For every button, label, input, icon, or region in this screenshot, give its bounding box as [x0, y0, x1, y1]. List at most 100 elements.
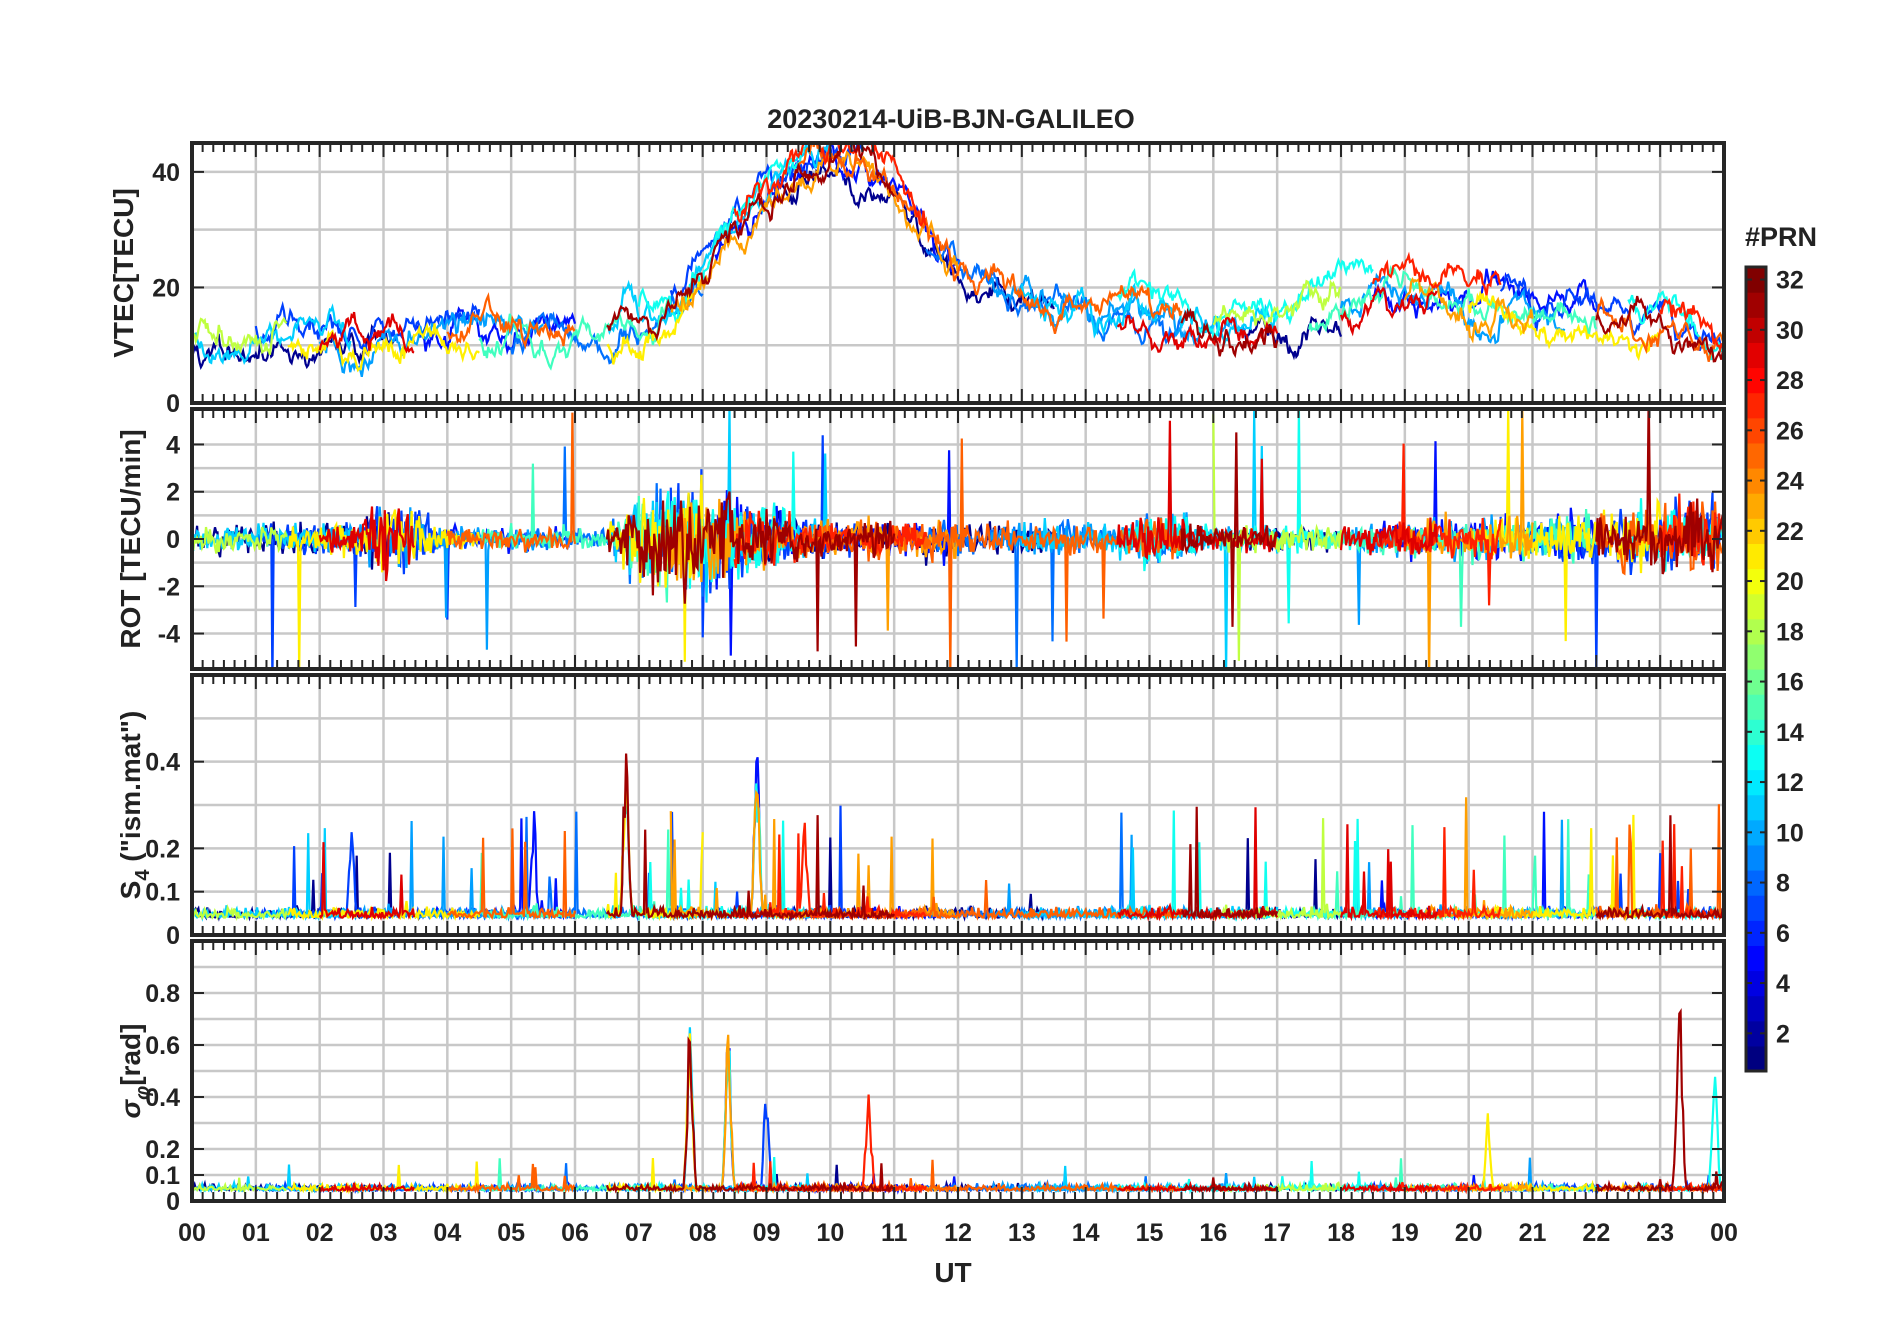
- y-tick-label: 20: [152, 274, 180, 302]
- series-line-prn-29: [318, 842, 416, 921]
- colorbar-tick-label: 6: [1776, 920, 1790, 948]
- x-tick-label: 19: [1391, 1219, 1419, 1247]
- series-line-prn-31: [605, 753, 896, 922]
- y-tick-label: 0.6: [145, 1032, 180, 1060]
- series-line-prn-27: [1659, 297, 1724, 354]
- x-tick-label: 09: [753, 1219, 781, 1247]
- colorbar-step: [1746, 518, 1766, 544]
- panel-s4: 0 0.1 0.2 0.4S4 ("ism.mat"): [115, 673, 1726, 950]
- series-line-prn-31: [1180, 432, 1279, 627]
- series-line-prn-29: [1116, 420, 1278, 561]
- series-line-prn-31: [1595, 1007, 1724, 1194]
- colorbar-tick-label: 20: [1776, 568, 1804, 596]
- colorbar-step: [1746, 493, 1766, 519]
- series-line-prn-31: [1181, 806, 1279, 920]
- y-tick-label: 40: [152, 159, 180, 187]
- colorbar-step: [1746, 844, 1766, 871]
- series-line-prn-25: [797, 143, 1183, 334]
- series-line-prn-29: [1116, 314, 1279, 353]
- series-line-prn-29: [1339, 517, 1438, 556]
- colorbar-tick-label: 26: [1776, 417, 1804, 445]
- x-tick-label: 20: [1455, 1219, 1483, 1247]
- colorbar-tick-label: 28: [1776, 367, 1804, 395]
- x-tick-label: 00: [1710, 1219, 1738, 1247]
- y-tick-label: 0: [166, 390, 180, 418]
- series-line-prn-9: [1339, 272, 1566, 345]
- colorbar-step: [1746, 618, 1766, 645]
- colorbar-step: [1746, 367, 1766, 394]
- x-tick-label: 14: [1072, 1219, 1100, 1247]
- panel-sigma: 00.10.2 0.4 0.6 0.8 σφ[rad]: [115, 939, 1726, 1216]
- y-tick-label: 0: [166, 1188, 180, 1216]
- y-axis-label: VTEC[TECU]: [108, 188, 139, 358]
- x-tick-label: 11: [881, 1219, 908, 1247]
- series-line-prn-31: [1595, 815, 1724, 921]
- y-axis-label: σφ[rad]: [115, 1024, 154, 1119]
- series-line-prn-23: [670, 150, 960, 313]
- chart-title: 20230214-UiB-BJN-GALILEO: [767, 104, 1135, 134]
- series-line-prn-31: [1595, 295, 1724, 363]
- colorbar-tick-label: 32: [1776, 267, 1804, 295]
- y-tick-label: 0.2: [145, 1136, 180, 1164]
- colorbar-step: [1746, 769, 1766, 796]
- colorbar-step: [1746, 744, 1766, 771]
- colorbar-step: [1746, 1020, 1766, 1047]
- colorbar-scale: [1744, 265, 1768, 1073]
- x-tick-label: 04: [433, 1219, 461, 1247]
- series-line-prn-29: [318, 311, 415, 354]
- x-axis-label: UT: [934, 1257, 971, 1288]
- colorbar-tick-label: 30: [1776, 317, 1804, 345]
- x-tick-label: 03: [370, 1219, 398, 1247]
- colorbar-step: [1746, 970, 1766, 997]
- y-tick-label: 0.4: [145, 1084, 180, 1112]
- series-line-prn-25: [446, 828, 577, 921]
- x-tick-label: 15: [1136, 1219, 1164, 1247]
- panel-rot: -4 -2 0 2 4 ROT [TECU/min]: [115, 407, 1726, 671]
- panel-frame: [190, 673, 1726, 937]
- series-line-prn-19: [192, 316, 288, 355]
- series-line-prn-13: [1116, 257, 1374, 341]
- y-tick-label: 0.8: [145, 980, 180, 1008]
- series-lines: [192, 409, 1724, 669]
- colorbar-step: [1746, 694, 1766, 720]
- colorbar-label: #PRN: [1745, 222, 1817, 252]
- colorbar-step: [1746, 794, 1766, 821]
- panel-vtec: 0 20 40 VTEC[TECU]: [108, 141, 1726, 418]
- series-line-prn-31: [605, 1036, 896, 1195]
- series-line-prn-3: [714, 143, 960, 273]
- series-line-prn-25: [446, 292, 576, 350]
- x-tick-label: 13: [1008, 1219, 1036, 1247]
- series-line-prn-25: [446, 412, 577, 553]
- colorbar-step: [1746, 417, 1766, 444]
- colorbar-tick-label: 4: [1776, 970, 1790, 998]
- colorbar-step: [1746, 593, 1766, 620]
- x-tick-label: 08: [689, 1219, 717, 1247]
- x-tick-label: 06: [561, 1219, 589, 1247]
- colorbar-step: [1746, 267, 1766, 293]
- colorbar-tick-label: 14: [1776, 719, 1804, 747]
- series-line-prn-19: [1212, 279, 1342, 329]
- x-tick-label: 18: [1327, 1219, 1355, 1247]
- x-tick-label: 22: [1582, 1219, 1610, 1247]
- series-line-prn-27: [1371, 251, 1502, 296]
- series-line-prn-27: [733, 143, 928, 227]
- x-tick-label: 01: [242, 1219, 270, 1247]
- series-line-prn-21: [286, 900, 481, 922]
- y-axis-label: S4 ("ism.mat"): [115, 711, 154, 900]
- x-tick-label: 17: [1263, 1219, 1291, 1247]
- colorbar-tick-label: 16: [1776, 669, 1804, 697]
- series-line-prn-19: [192, 526, 288, 554]
- y-tick-label: 0: [166, 526, 180, 554]
- series-line-prn-31: [606, 143, 896, 342]
- x-tick-label: 16: [1199, 1219, 1227, 1247]
- y-tick-label: 2: [166, 479, 180, 507]
- y-axis-label: ROT [TECU/min]: [115, 429, 146, 648]
- series-line-prn-19: [192, 1177, 287, 1194]
- x-tick-label: 12: [944, 1219, 972, 1247]
- series-lines: [192, 753, 1724, 922]
- y-tick-label: -4: [158, 621, 180, 649]
- series-line-prn-11: [192, 303, 352, 365]
